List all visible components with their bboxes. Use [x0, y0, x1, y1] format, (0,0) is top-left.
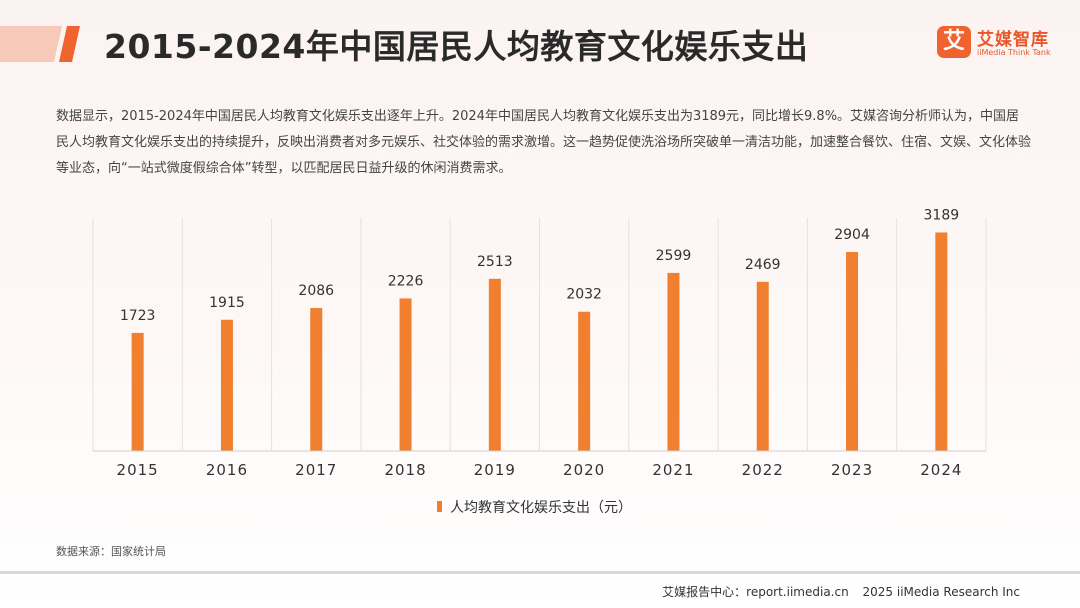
- bar-2021: [667, 272, 680, 451]
- bar-2023: [846, 251, 859, 451]
- data-source: 数据来源：国家统计局: [56, 545, 166, 558]
- description-paragraph: 数据显示，2015-2024年中国居民人均教育文化娱乐支出逐年上升。2024年中…: [56, 109, 1032, 176]
- x-tick-2018: 2018: [384, 461, 426, 479]
- x-tick-2021: 2021: [652, 461, 694, 479]
- data-label-2018: 2226: [388, 273, 424, 289]
- page-title: 2015-2024年中国居民人均教育文化娱乐支出: [104, 27, 809, 66]
- data-label-2023: 2904: [834, 227, 870, 243]
- logo-mark-icon: 艾: [937, 26, 971, 58]
- data-label-2021: 2599: [656, 248, 692, 264]
- bar-2019: [488, 278, 501, 451]
- x-tick-2016: 2016: [206, 461, 248, 479]
- iimedia-logo: 艾 艾媒智库 iiMedia Think Tank: [937, 24, 1061, 64]
- data-label-2019: 2513: [477, 254, 513, 270]
- logo-name-en: iiMedia Think Tank: [977, 48, 1051, 57]
- x-tick-2024: 2024: [920, 461, 962, 479]
- bar-2016: [220, 319, 233, 451]
- x-tick-2020: 2020: [563, 461, 605, 479]
- data-label-2016: 1915: [209, 295, 245, 311]
- x-tick-2019: 2019: [474, 461, 516, 479]
- footer-report-center: 艾媒报告中心：report.iimedia.cn: [662, 585, 849, 599]
- chart-bars: [131, 232, 948, 451]
- x-tick-2017: 2017: [295, 461, 337, 479]
- data-label-2017: 2086: [298, 283, 334, 299]
- chart-x-tick-labels: 2015 2016 2017 2018 2019 2020 2021 2022 2023 2024: [117, 461, 962, 479]
- data-label-2022: 2469: [745, 257, 781, 273]
- footer: 艾媒报告中心：report.iimedia.cn 2025 iiMedia Re…: [652, 583, 1020, 600]
- x-tick-2023: 2023: [831, 461, 873, 479]
- chart-grid: [92, 218, 987, 451]
- footer-divider: [0, 571, 1080, 574]
- x-tick-2022: 2022: [742, 461, 784, 479]
- bar-2017: [310, 308, 323, 451]
- bar-2015: [131, 332, 144, 451]
- bar-2024: [935, 232, 948, 451]
- chart-data-labels: 1723 1915 2086 2226 2513 2032 2599 2469 2904 3189: [120, 207, 959, 323]
- x-tick-2015: 2015: [117, 461, 159, 479]
- header-accent-stripes: [0, 26, 80, 62]
- data-label-2020: 2032: [566, 287, 602, 303]
- data-label-2015: 1723: [120, 308, 156, 324]
- chart-legend: 人均教育文化娱乐支出（元）: [437, 500, 632, 516]
- logo-name-cn: 艾媒智库: [977, 30, 1049, 50]
- data-label-2024: 3189: [924, 207, 960, 223]
- bar-2022: [756, 281, 769, 451]
- legend-swatch: [437, 501, 442, 512]
- legend-label: 人均教育文化娱乐支出（元）: [450, 500, 632, 516]
- bar-2020: [578, 311, 591, 451]
- bar-2018: [399, 298, 412, 451]
- footer-copyright: 2025 iiMedia Research Inc: [862, 585, 1020, 599]
